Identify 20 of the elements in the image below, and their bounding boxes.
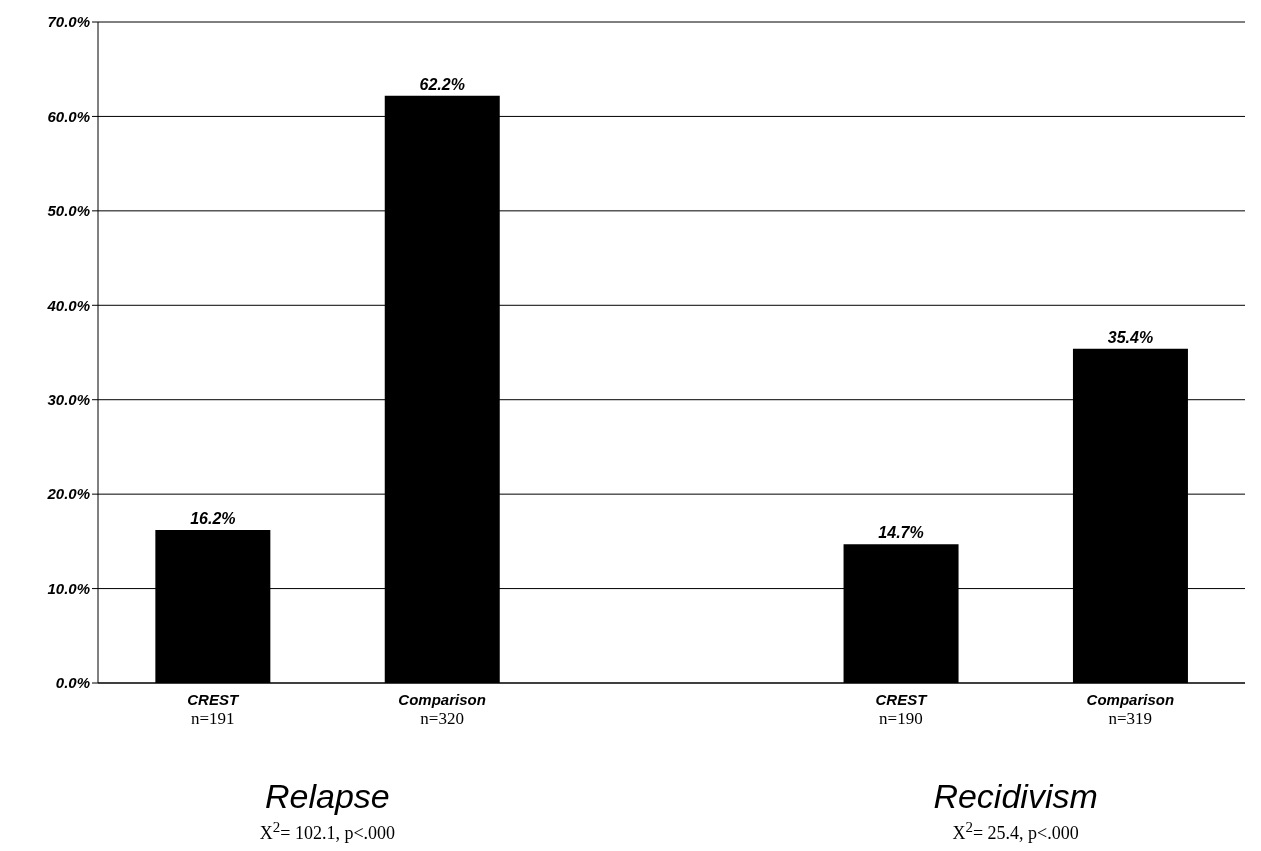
- y-tick-label: 20.0%: [46, 485, 90, 503]
- data-label: 14.7%: [878, 524, 924, 542]
- text: X$^{2}$= 102.1, p<.000: [258, 819, 397, 844]
- y-tick-label: 10.0%: [47, 579, 90, 597]
- data-label: 16.2%: [190, 510, 236, 528]
- y-tick-label: 40.0%: [46, 296, 90, 314]
- y-tick-label: 70.0%: [47, 13, 90, 31]
- x-tick-label: CREST n=191: [187, 691, 240, 728]
- text: X$^{2}$= 25.4, p<.000: [951, 819, 1080, 844]
- y-tick-label: 50.0%: [47, 202, 90, 220]
- y-tick-label: 60.0%: [47, 107, 90, 125]
- text: Recidivism: [932, 777, 1099, 816]
- y-tick-label: 0.0%: [55, 674, 90, 692]
- x-tick-label: CREST n=190: [875, 691, 929, 728]
- x-tick-label: Comparison n=319: [1086, 691, 1175, 728]
- text: Relapse: [264, 777, 391, 816]
- data-label: 62.2%: [419, 75, 465, 93]
- x-tick-label: Comparison n=320: [398, 691, 486, 728]
- data-label: 35.4%: [1107, 328, 1154, 346]
- y-tick-label: 30.0%: [47, 391, 90, 409]
